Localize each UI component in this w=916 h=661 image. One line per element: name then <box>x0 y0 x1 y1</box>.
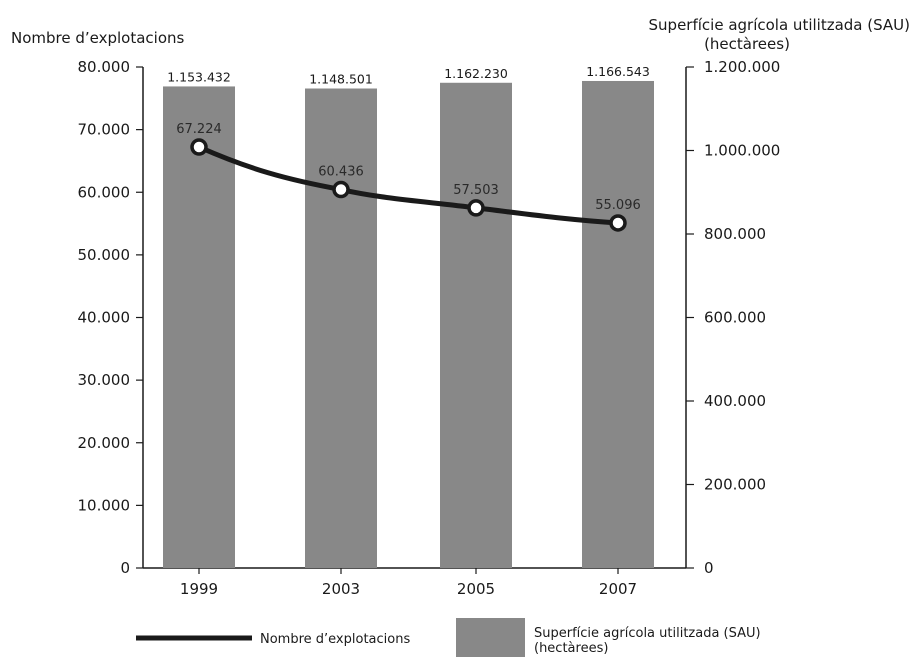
left-tick-label-5: 50.000 <box>78 246 131 264</box>
x-tick-label-2007: 2007 <box>599 580 637 598</box>
bars-layer <box>163 80 654 569</box>
right-axis-title-line1: Superfície agrícola utilitzada (SAU) <box>649 16 910 34</box>
x-tick-label-2005: 2005 <box>457 580 495 598</box>
line-value-label-2003: 60.436 <box>318 165 364 180</box>
line-value-label-2005: 57.503 <box>453 183 499 198</box>
bar-value-label-1999: 1.153.432 <box>167 69 231 84</box>
left-tick-label-4: 40.000 <box>78 309 131 327</box>
bar-value-label-2005: 1.162.230 <box>444 66 508 81</box>
labels-layer: 1.153.432 1.148.501 1.162.230 1.166.543 67.2… <box>167 64 650 213</box>
line-point-2003 <box>332 180 350 199</box>
legend-bar-label-line2: (hectàrees) <box>534 641 608 656</box>
line-point-2005 <box>467 199 485 217</box>
right-tick-label-6: 1.200.000 <box>704 58 780 76</box>
left-tick-label-7: 70.000 <box>78 121 131 139</box>
left-tick-label-8: 80.000 <box>78 58 131 76</box>
left-tick-label-1: 10.000 <box>78 496 131 514</box>
line-point-1999 <box>190 138 208 156</box>
line-value-label-1999: 67.224 <box>176 122 222 137</box>
bar-2005 <box>440 82 512 568</box>
axes-layer: 0 10.000 20.000 30.000 40.000 50.000 60.000 70.… <box>11 16 910 598</box>
left-tick-label-0: 0 <box>120 559 130 577</box>
legend-layer: Nombre d’explotacions Superfície agrícola… <box>136 618 761 657</box>
bar-2007 <box>582 80 654 569</box>
right-tick-label-0: 0 <box>704 559 714 577</box>
right-tick-label-2: 400.000 <box>704 392 766 410</box>
right-axis-title-line2: (hectàrees) <box>704 35 790 53</box>
bar-2003 <box>305 88 377 569</box>
right-tick-label-4: 800.000 <box>704 225 766 243</box>
line-layer <box>190 138 627 232</box>
left-tick-label-6: 60.000 <box>78 183 131 201</box>
line-series-path <box>196 144 621 226</box>
bar-1999 <box>163 86 235 568</box>
legend-bar-swatch <box>456 618 525 657</box>
bar-value-label-2003: 1.148.501 <box>309 72 373 87</box>
left-tick-label-2: 20.000 <box>78 434 131 452</box>
right-tick-label-3: 600.000 <box>704 309 766 327</box>
left-axis-title: Nombre d’explotacions <box>11 29 185 47</box>
right-tick-label-1: 200.000 <box>704 476 766 494</box>
legend-bar-label-line1: Superfície agrícola utilitzada (SAU) <box>534 626 761 641</box>
left-tick-label-3: 30.000 <box>78 371 131 389</box>
line-value-label-2007: 55.096 <box>595 198 641 213</box>
line-point-2007 <box>609 214 627 232</box>
right-tick-label-5: 1.000.000 <box>704 142 780 160</box>
legend-line-label: Nombre d’explotacions <box>260 632 410 647</box>
x-tick-label-1999: 1999 <box>180 580 218 598</box>
x-tick-label-2003: 2003 <box>322 580 360 598</box>
bar-value-label-2007: 1.166.543 <box>586 64 650 79</box>
